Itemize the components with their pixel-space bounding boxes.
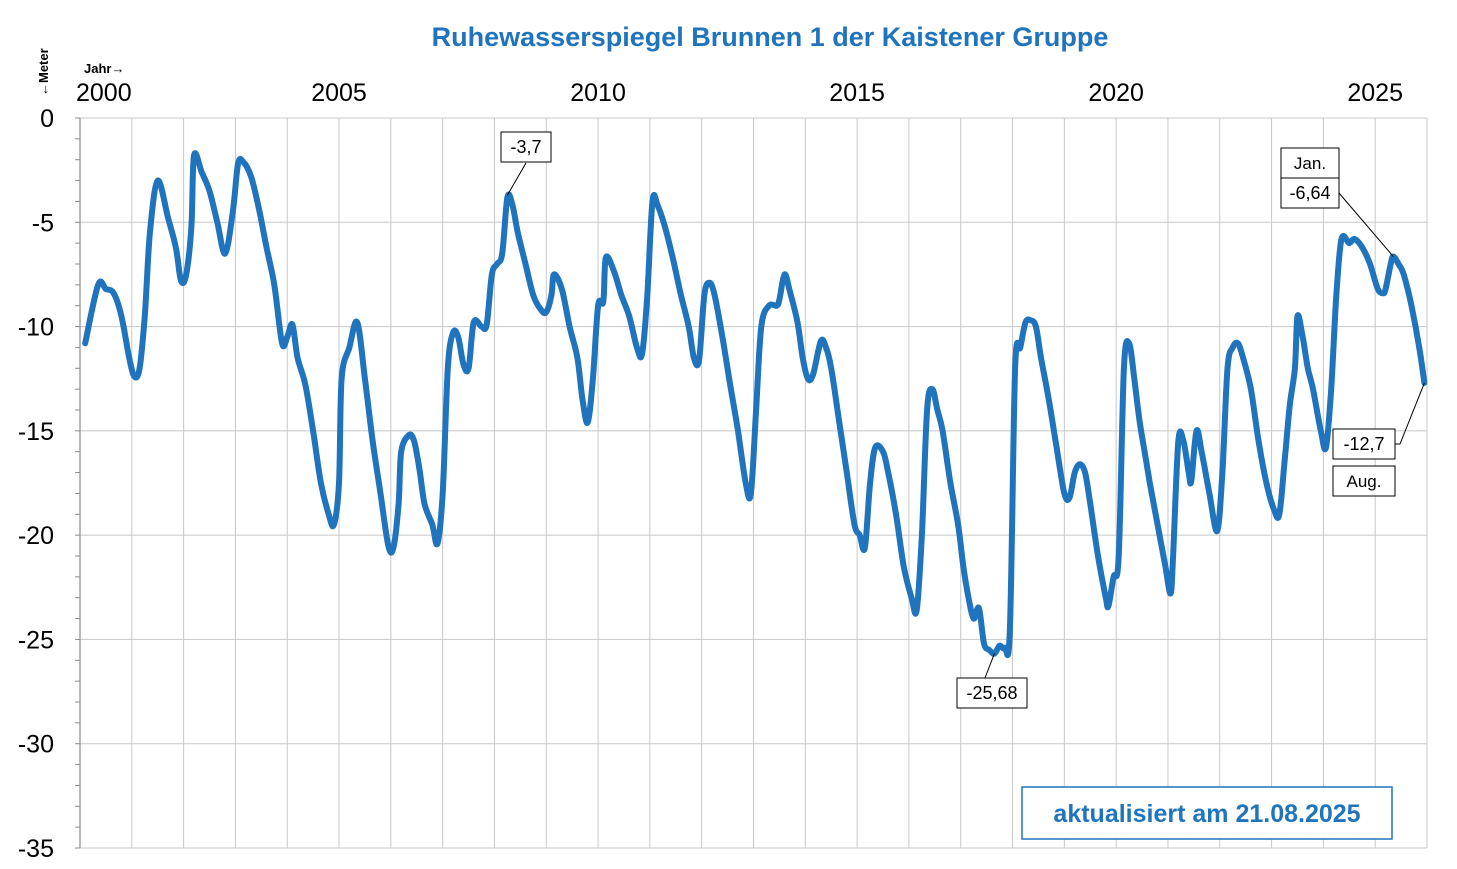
annotation-text: -25,68 xyxy=(966,683,1017,703)
update-note-box: aktualisiert am 21.08.2025 xyxy=(1021,786,1393,840)
annotation-text: -12,7 xyxy=(1343,434,1384,454)
y-tick-label: -25 xyxy=(18,626,54,654)
x-tick-label: 2000 xyxy=(76,79,132,107)
x-tick-labels: 2000 2005 2010 2015 2020 2025 xyxy=(76,79,1403,107)
x-tick-label: 2025 xyxy=(1347,79,1403,107)
annotation-aug-value: -12,7 xyxy=(1332,428,1396,460)
y-minor-ticks xyxy=(75,117,80,849)
annotation-text: -3,7 xyxy=(510,137,541,157)
annotation-min-2017: -25,68 xyxy=(956,677,1028,709)
leader-line xyxy=(984,653,995,679)
annotation-text: -6,64 xyxy=(1289,183,1330,203)
chart-title: Ruhewasserspiegel Brunnen 1 der Kaistene… xyxy=(432,22,1109,52)
y-tick-label: -35 xyxy=(18,835,54,863)
y-tick-label: -10 xyxy=(18,314,54,342)
y-tick-label: -20 xyxy=(18,522,54,550)
annotation-leaders xyxy=(506,162,1425,679)
series-line-water-level xyxy=(82,150,1428,659)
y-axis-unit-label: ←Meter xyxy=(36,48,51,96)
x-tick-label: 2010 xyxy=(570,79,626,107)
annotation-aug-label: Aug. xyxy=(1332,465,1396,497)
y-tick-label: 0 xyxy=(40,105,54,133)
y-tick-labels: 0 -5 -10 -15 -20 -25 -30 -35 xyxy=(18,105,54,863)
y-tick-label: -15 xyxy=(18,418,54,446)
leader-line xyxy=(1395,382,1425,445)
x-tick-label: 2015 xyxy=(829,79,885,107)
x-axis-unit-label: Jahr→ xyxy=(84,61,124,76)
annotation-peak-2008: -3,7 xyxy=(500,131,552,163)
update-note: aktualisiert am 21.08.2025 xyxy=(1053,800,1360,828)
y-tick-label: -30 xyxy=(18,731,54,759)
x-tick-label: 2005 xyxy=(311,79,367,107)
leader-line xyxy=(506,162,527,196)
x-tick-label: 2020 xyxy=(1088,79,1144,107)
annotation-text: Aug. xyxy=(1347,472,1382,491)
y-tick-label: -5 xyxy=(32,209,54,237)
annotation-text: Jan. xyxy=(1294,154,1326,173)
annotation-labels: -3,7 -25,68 Jan. -6,64 -12,7 Aug. xyxy=(500,131,1396,709)
leader-line xyxy=(1338,192,1394,257)
annotation-jan-value: -6,64 xyxy=(1280,177,1340,209)
annotation-jan-label: Jan. xyxy=(1280,147,1340,179)
